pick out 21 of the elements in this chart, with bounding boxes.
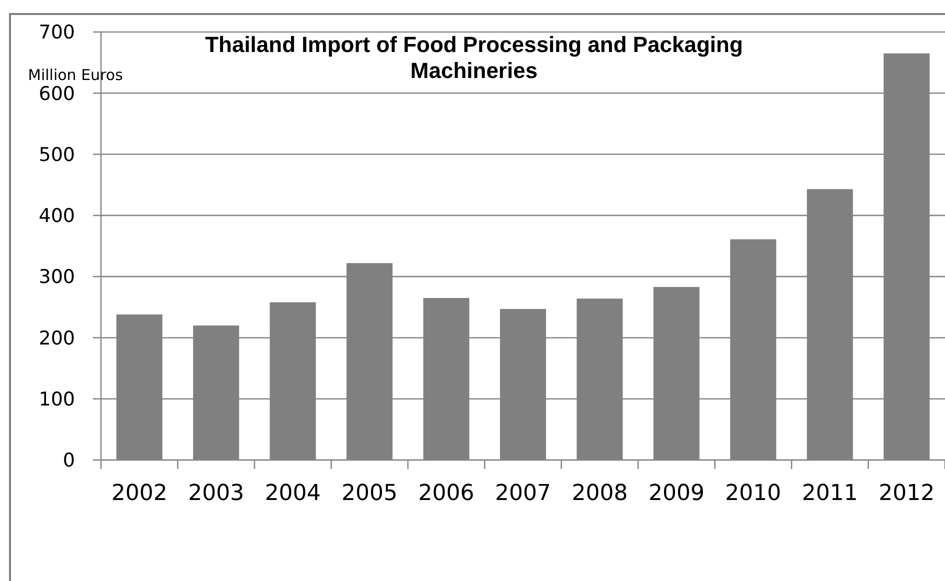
x-tick-label: 2011 bbox=[802, 481, 858, 506]
x-tick-label: 2010 bbox=[725, 481, 782, 506]
y-axis-title: Million Euros bbox=[28, 66, 124, 84]
y-tick-label: 300 bbox=[38, 266, 75, 288]
y-tick-label: 700 bbox=[38, 22, 75, 44]
x-tick-label: 2006 bbox=[418, 481, 474, 506]
x-tick-label: 2008 bbox=[572, 481, 628, 506]
y-tick-label: 200 bbox=[38, 327, 75, 350]
text: Thailand Import of Food Processing and Packaging Machineries bbox=[205, 32, 743, 83]
x-tick-label: 2009 bbox=[648, 481, 704, 506]
y-tick-label: 100 bbox=[38, 388, 75, 411]
y-tick-label: 600 bbox=[38, 82, 75, 105]
x-tick-label: 2002 bbox=[111, 481, 168, 506]
y-tick-label: 500 bbox=[38, 144, 75, 166]
x-tick-label: 2005 bbox=[342, 481, 398, 506]
y-tick-label: 0 bbox=[62, 450, 75, 472]
x-tick-label: 2003 bbox=[188, 481, 244, 506]
x-tick-label: 2007 bbox=[495, 481, 551, 506]
x-tick-label: 2012 bbox=[878, 481, 935, 506]
x-tick-label: 2004 bbox=[264, 481, 321, 506]
y-tick-label: 400 bbox=[38, 205, 75, 228]
